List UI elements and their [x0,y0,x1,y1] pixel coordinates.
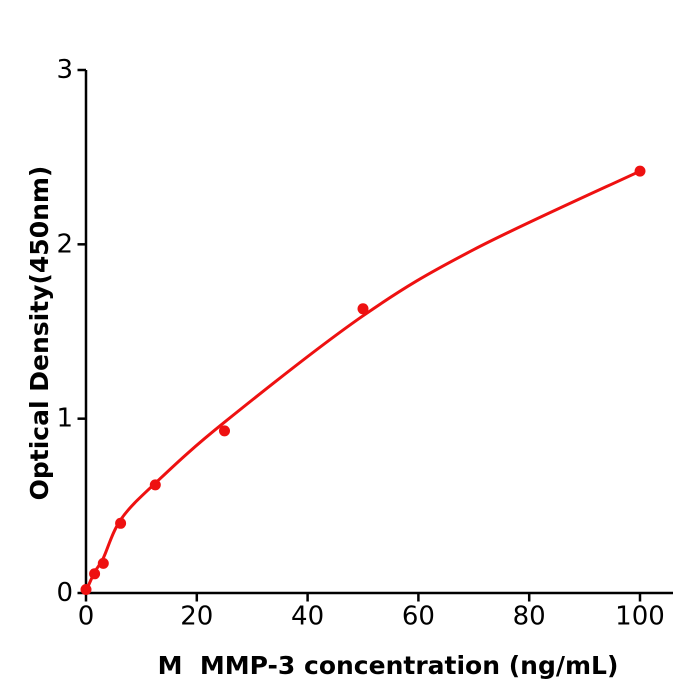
x-tick-label: 0 [78,601,95,631]
axes: 0 20 40 60 80 100 0 1 2 3 [56,55,673,631]
data-point [97,557,109,569]
data-point [149,479,161,491]
x-tick-label: 100 [615,601,665,631]
y-tick-label: 3 [56,55,73,85]
data-point [357,303,369,315]
y-tick-label: 1 [56,404,73,434]
plot-series [80,165,646,595]
x-tick-label: 40 [291,601,324,631]
data-point [115,517,127,529]
data-point [219,425,230,437]
x-axis-title: M MMP-3 concentration (ng/mL) [158,651,619,680]
fit-curve [84,169,642,593]
x-tick-label: 80 [513,601,546,631]
x-tick-label: 20 [180,601,213,631]
data-point [89,568,101,580]
x-tick-label: 60 [402,601,435,631]
y-axis-title: Optical Density(450nm) [25,166,54,501]
data-point [80,584,92,595]
data-point [634,165,646,177]
y-tick-label: 2 [56,229,73,259]
y-tick-label: 0 [56,578,73,608]
